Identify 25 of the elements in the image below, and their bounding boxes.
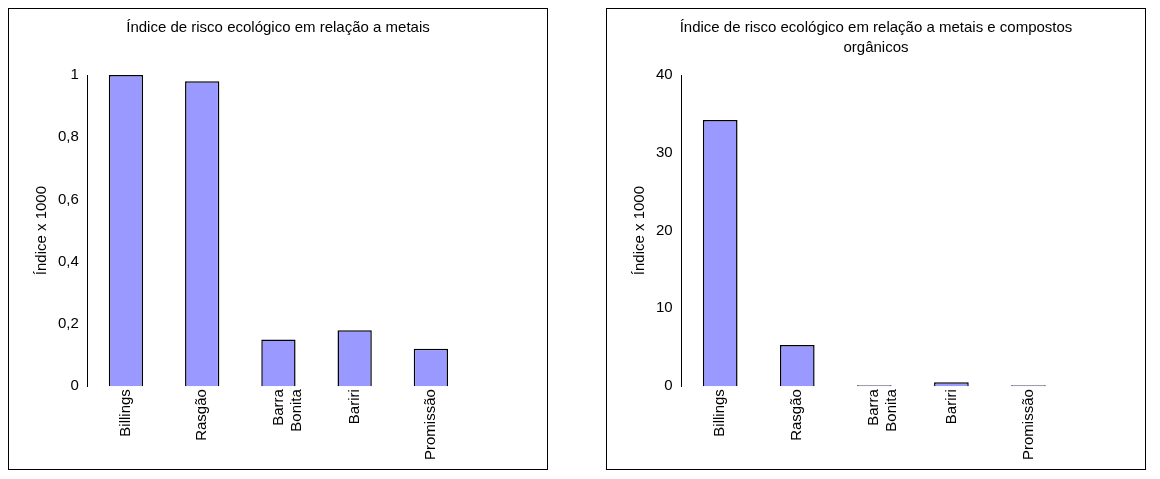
- x-tick-label: Billings: [116, 389, 134, 437]
- y-axis-title: Índice x 1000: [32, 185, 50, 276]
- x-tick-label: Promissão: [1018, 389, 1036, 460]
- y-tick-label: 0: [70, 376, 79, 394]
- y-axis-title: Índice x 1000: [630, 185, 648, 276]
- y-tick-label: 0,2: [57, 314, 79, 332]
- x-tick-label: Billings: [710, 389, 728, 437]
- y-tick-label: 0,4: [57, 251, 79, 269]
- y-tick-label: 20: [656, 220, 673, 238]
- y-tick-label: 1: [70, 65, 79, 83]
- y-tick-label: 10: [656, 298, 673, 316]
- x-tick-label: Bariri: [344, 389, 362, 425]
- chart-title: Índice de risco ecológico em relação a metais: [125, 17, 431, 37]
- y-tick-label: 30: [656, 142, 673, 160]
- y-tick-label: 0: [664, 376, 673, 394]
- x-tick-label: Barra Bonita: [864, 388, 900, 432]
- x-tick-label: Rasgão: [787, 389, 805, 441]
- x-tick-label: Rasgão: [192, 389, 210, 441]
- y-tick-label: 40: [656, 65, 673, 83]
- y-tick-label: 0,8: [57, 127, 79, 145]
- x-tick-label: Promissão: [421, 389, 439, 460]
- chart-title: Índice de risco ecológico em relação a metais e compostos orgânicos: [678, 17, 1074, 57]
- y-tick-label: 0,6: [57, 189, 79, 207]
- x-tick-label: Bariri: [941, 389, 959, 425]
- x-tick-label: Barra Bonita: [268, 388, 304, 432]
